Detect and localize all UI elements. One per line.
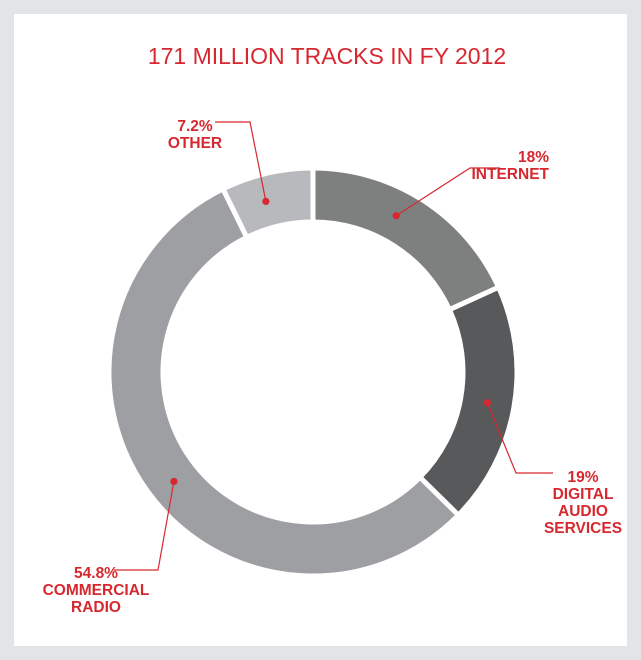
chart-title: 171 MILLION TRACKS IN FY 2012 bbox=[148, 43, 506, 69]
leader-line-digital-audio bbox=[486, 402, 553, 474]
leader-line-internet bbox=[395, 167, 500, 217]
leader-line-commercial-radio bbox=[114, 481, 175, 571]
callout-value-internet: 18% bbox=[518, 149, 549, 166]
callout-dot-commercial-radio bbox=[170, 477, 178, 486]
callout-dot-digital-audio bbox=[483, 399, 491, 407]
callout-value-commercial-radio: 54.8% bbox=[74, 565, 118, 582]
callout-line-digital-audio: DIGITAL bbox=[553, 486, 614, 503]
callout-line-digital-audio: AUDIO bbox=[558, 503, 608, 520]
callout-label-internet: 18% INTERNET bbox=[472, 149, 550, 183]
callout-label-other: 7.2% OTHER bbox=[168, 118, 222, 152]
callout-line-internet: INTERNET bbox=[472, 166, 550, 183]
callout-value-other: 7.2% bbox=[177, 118, 213, 135]
slice-internet bbox=[310, 165, 502, 313]
slice-commercial-radio bbox=[106, 186, 461, 579]
callout-line-commercial-radio: RADIO bbox=[71, 599, 121, 616]
callout-label-commercial-radio: 54.8% COMMERCIAL RADIO bbox=[43, 565, 150, 616]
slices-layer bbox=[106, 165, 520, 579]
callout-line-digital-audio: SERVICES bbox=[544, 520, 622, 537]
callout-dot-other bbox=[262, 197, 270, 205]
callouts-layer: 18% INTERNET 19% DIGITAL AUDIO SERVICES 54.8% C… bbox=[43, 118, 622, 616]
leader-line-other bbox=[215, 121, 267, 202]
callout-label-digital-audio: 19% DIGITAL AUDIO SERVICES bbox=[544, 469, 622, 537]
callout-line-other: OTHER bbox=[168, 135, 222, 152]
callout-value-digital-audio: 19% bbox=[567, 469, 598, 486]
slice-digital-audio bbox=[417, 284, 520, 518]
callout-line-commercial-radio: COMMERCIAL bbox=[43, 582, 150, 599]
callout-dot-internet bbox=[392, 212, 400, 220]
